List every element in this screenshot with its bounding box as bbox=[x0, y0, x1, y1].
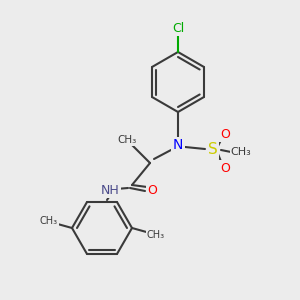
Text: O: O bbox=[220, 161, 230, 175]
Text: O: O bbox=[147, 184, 157, 196]
Text: CH₃: CH₃ bbox=[40, 216, 58, 226]
Text: CH₃: CH₃ bbox=[117, 135, 136, 145]
Text: Cl: Cl bbox=[172, 22, 184, 34]
Text: CH₃: CH₃ bbox=[231, 147, 251, 157]
Text: NH: NH bbox=[100, 184, 119, 196]
Text: N: N bbox=[173, 138, 183, 152]
Text: CH₃: CH₃ bbox=[147, 230, 165, 240]
Text: S: S bbox=[208, 142, 218, 158]
Text: O: O bbox=[220, 128, 230, 140]
